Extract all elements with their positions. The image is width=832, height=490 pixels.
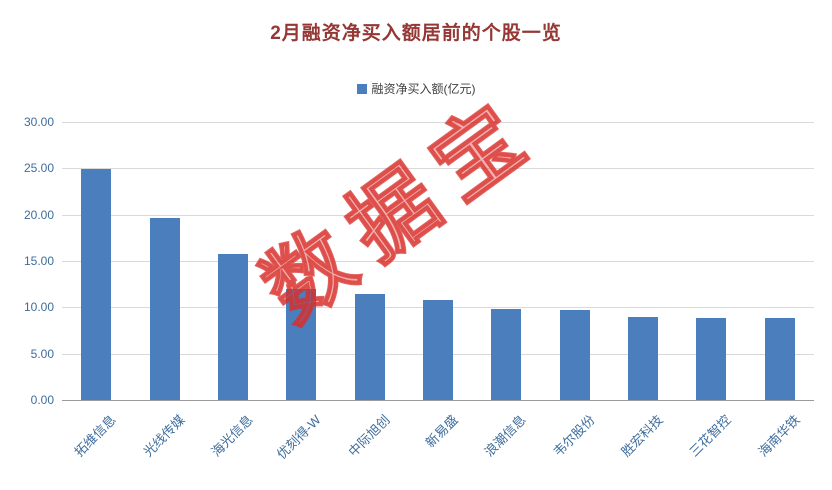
x-tick-label: 韦尔股份	[550, 412, 598, 460]
y-tick-label: 10.00	[23, 300, 54, 315]
y-tick-label: 30.00	[23, 115, 54, 129]
chart-title: 2月融资净买入额居前的个股一览	[270, 23, 562, 44]
gridline	[62, 261, 814, 262]
x-tick-label: 浪潮信息	[481, 412, 530, 460]
y-tick-label: 15.00	[23, 254, 54, 268]
bar	[286, 288, 317, 400]
plot-area: 0.00 5.00 10.00 15.00 20.00 25.00 30.00 拓维信息 光线传…	[24, 115, 814, 462]
gridline	[62, 122, 814, 123]
gridline	[62, 214, 814, 216]
x-tick-label: 海光信息	[208, 412, 256, 460]
bar	[217, 253, 248, 400]
legend: 融资净买入额(亿元)	[0, 80, 832, 97]
x-tick-label: 胜宏科技	[618, 412, 666, 460]
x-tick-label: 优刻得-W	[274, 412, 324, 463]
y-tick-label: 5.00	[30, 346, 54, 361]
gridline	[62, 168, 814, 170]
bar	[81, 169, 112, 400]
bar	[696, 317, 727, 400]
legend-label: 融资净买入额(亿元)	[371, 82, 476, 96]
bar	[354, 294, 385, 400]
bar	[628, 316, 659, 400]
y-tick-label: 0.00	[30, 393, 54, 407]
x-tick-label: 三花智控	[686, 412, 735, 460]
legend-swatch	[356, 83, 367, 94]
y-tick-label: 20.00	[23, 207, 54, 222]
x-tick-label: 海南华铁	[755, 412, 803, 460]
bar	[423, 299, 453, 400]
x-tick-label: 新易盛	[422, 412, 461, 451]
bar	[491, 309, 522, 400]
bar	[764, 318, 795, 400]
bar	[559, 310, 590, 400]
bar	[149, 218, 180, 400]
x-tick-label: 中际旭创	[344, 412, 393, 460]
x-tick-label: 光线传媒	[139, 412, 188, 460]
y-tick-label: 25.00	[23, 161, 54, 176]
x-tick-label: 拓维信息	[71, 412, 119, 460]
